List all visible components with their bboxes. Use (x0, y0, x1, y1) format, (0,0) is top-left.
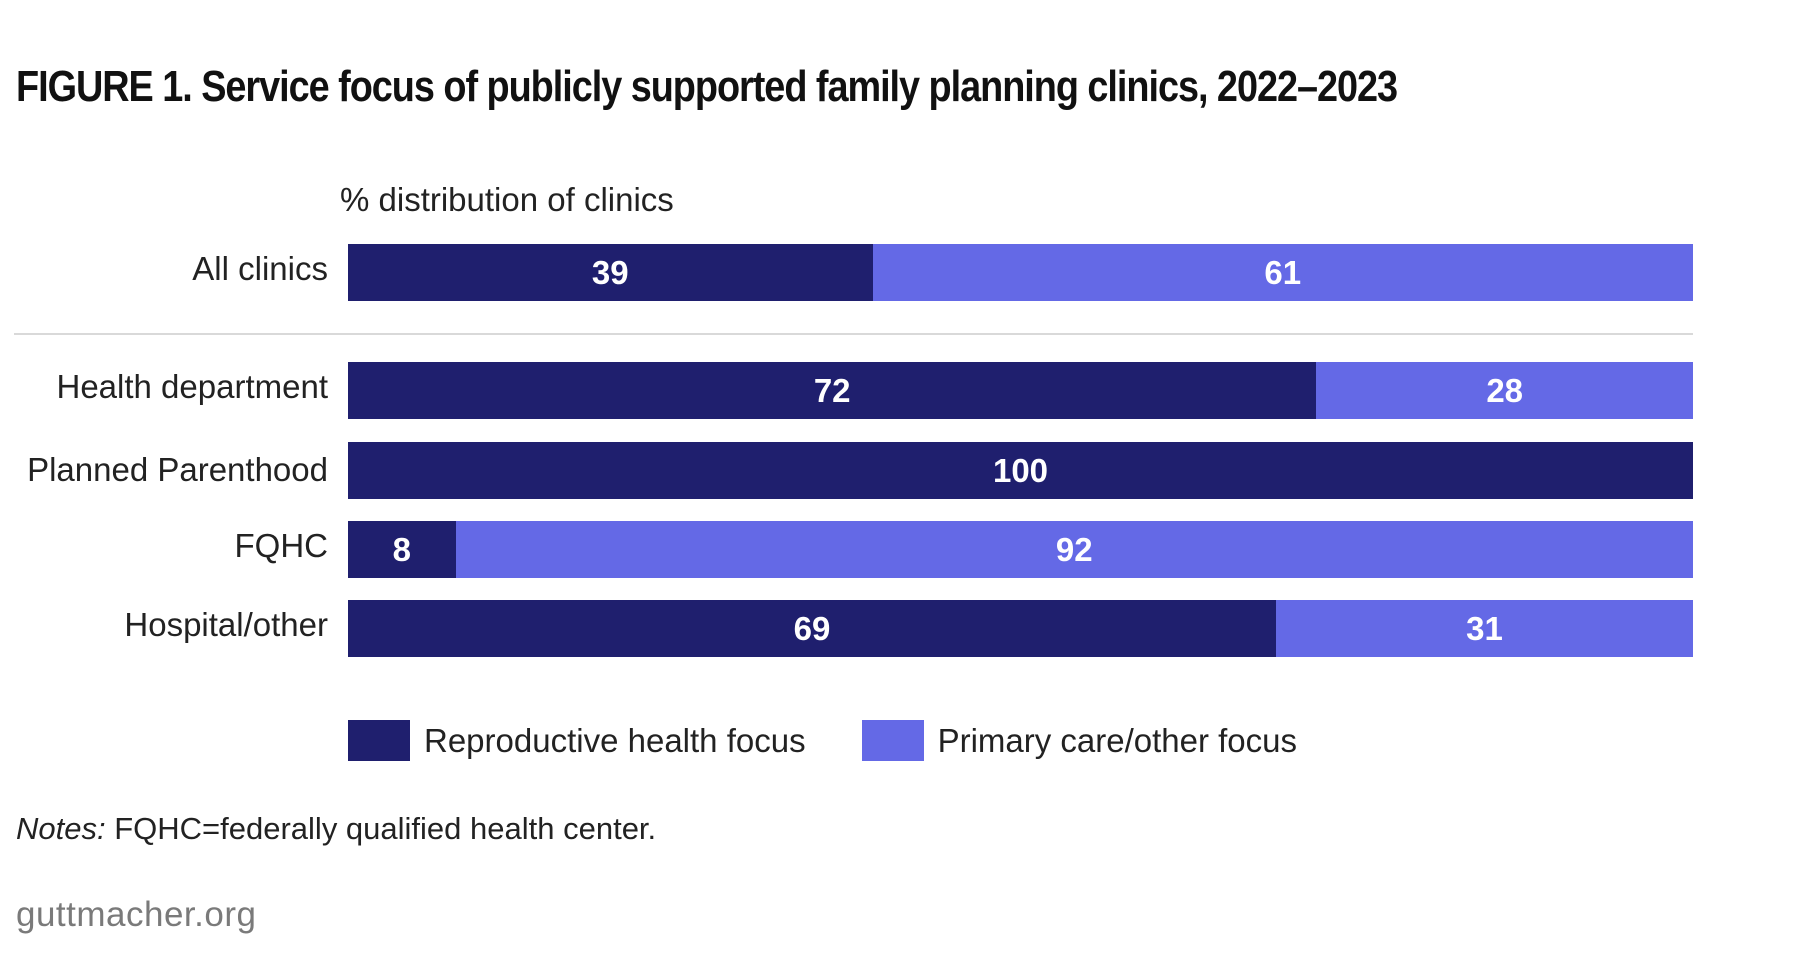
bar-segment-primary: 92 (455, 521, 1693, 578)
data-label: 31 (1466, 609, 1503, 647)
data-label: 69 (793, 609, 831, 647)
chart-title: FIGURE 1. Service focus of publicly supp… (16, 62, 1398, 111)
bar-row: 72 28 (348, 362, 1693, 419)
bar-segment-reproductive: 72 (348, 362, 1317, 419)
legend-item-primary: Primary care/other focus (861, 720, 1298, 761)
bar-segment-reproductive: 100 (348, 442, 1693, 499)
data-label: 92 (1055, 530, 1093, 568)
legend-label-reproductive: Reproductive health focus (424, 721, 806, 759)
category-label: Planned Parenthood (27, 451, 328, 488)
bar-segment-reproductive: 69 (348, 600, 1277, 657)
legend-item-reproductive: Reproductive health focus (348, 720, 806, 761)
data-label: 39 (591, 253, 629, 291)
data-label: 61 (1264, 253, 1302, 291)
category-label: All clinics (192, 250, 328, 287)
source-label: guttmacher.org (16, 895, 257, 934)
bar-row: 8 92 (348, 521, 1693, 578)
data-label: 100 (992, 451, 1049, 489)
legend-swatch-reproductive (348, 720, 410, 761)
notes-prefix: Notes: (16, 811, 106, 846)
legend-swatch-primary (861, 720, 924, 761)
bar-segment-primary: 28 (1316, 362, 1693, 419)
bar-segment-primary: 61 (872, 244, 1693, 301)
data-label: 72 (813, 371, 851, 409)
legend-label-primary: Primary care/other focus (937, 721, 1298, 759)
bar-row: 100 (348, 442, 1693, 499)
category-label: FQHC (234, 527, 329, 564)
bar-row: 69 31 (348, 600, 1693, 657)
section-divider (14, 333, 1693, 335)
chart-subtitle: % distribution of clinics (340, 181, 674, 218)
bar-row: 39 61 (348, 244, 1693, 301)
category-label: Hospital/other (124, 606, 328, 643)
legend: Reproductive health focus Primary care/o… (348, 720, 1353, 761)
data-label: 28 (1486, 371, 1524, 409)
notes-text: FQHC=federally qualified health center. (105, 811, 657, 846)
bar-segment-primary: 31 (1276, 600, 1693, 657)
notes: Notes: FQHC=federally qualified health c… (16, 811, 656, 847)
category-label: Health department (56, 368, 329, 405)
bar-segment-reproductive: 8 (348, 521, 456, 578)
bar-segment-reproductive: 39 (348, 244, 873, 301)
data-label: 8 (392, 530, 411, 568)
